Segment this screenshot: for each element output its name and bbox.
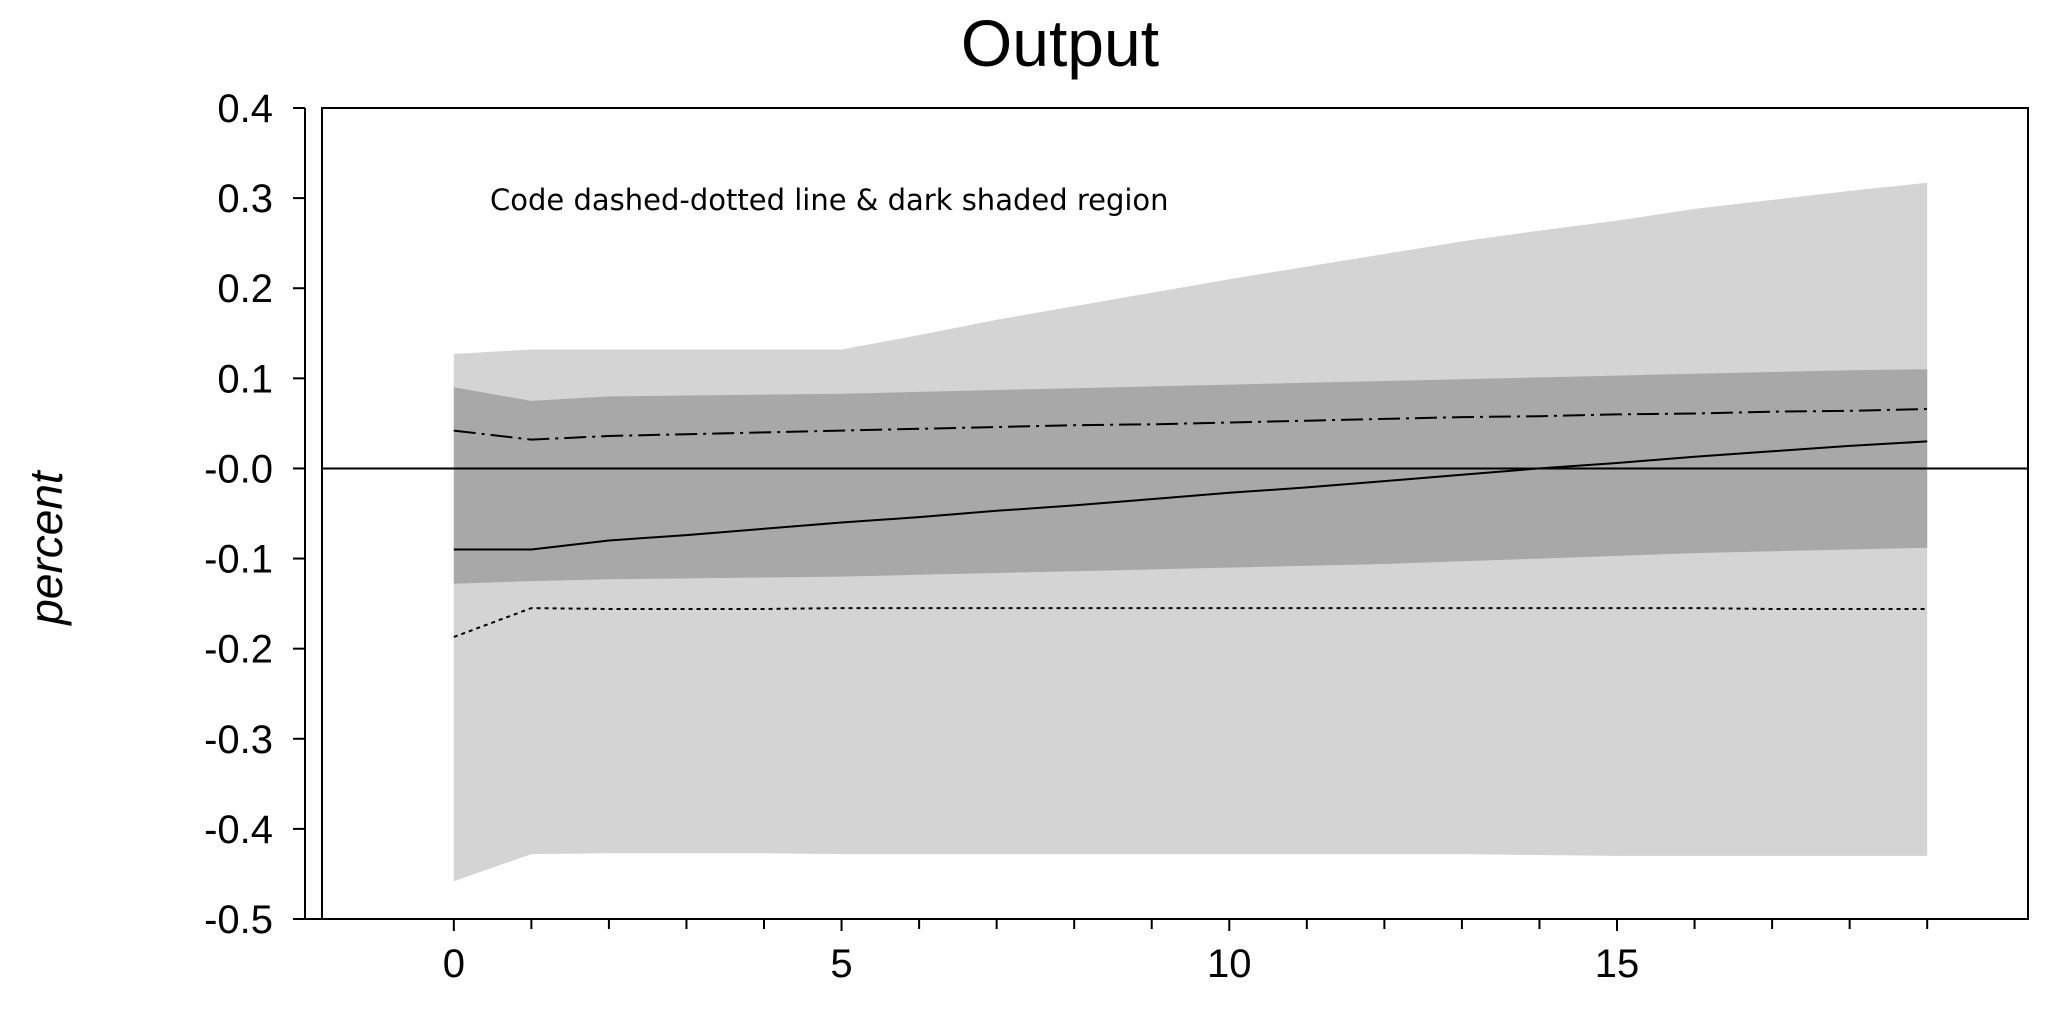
- y-tick-label: 0.3: [217, 177, 273, 221]
- y-tick-label: 0.2: [217, 267, 273, 311]
- y-tick-label: -0.3: [204, 718, 273, 762]
- plot-area: -0.5 -0.4 -0.3 -0.2 -0.1 -0.0 0.1 0.2 0.3 0.4 0 5 10…: [204, 87, 2029, 986]
- y-tick-label: 0.1: [217, 357, 273, 401]
- y-tick-label: -0.1: [204, 538, 273, 582]
- y-tick-label: -0.0: [204, 447, 273, 491]
- annotation-text: Code dashed-dotted line & dark shaded re…: [490, 183, 1169, 217]
- series-line-dotted: [453, 607, 1928, 638]
- x-tick-label: 0: [443, 942, 465, 986]
- x-tick-label: 5: [830, 942, 852, 986]
- y-axis-label: percent: [20, 469, 72, 627]
- dark-shaded-band: [453, 369, 1928, 584]
- y-tick-label: 0.4: [217, 87, 273, 131]
- series-line-solid: [453, 440, 1928, 551]
- x-tick-label: 15: [1595, 942, 1640, 986]
- y-tick-label: -0.5: [204, 898, 273, 942]
- x-tick-label: 10: [1207, 942, 1252, 986]
- chart-title: Output: [961, 6, 1159, 80]
- y-tick-label: -0.4: [204, 808, 273, 852]
- y-tick-label: -0.2: [204, 628, 273, 672]
- series-line-dashdot: [453, 408, 1928, 441]
